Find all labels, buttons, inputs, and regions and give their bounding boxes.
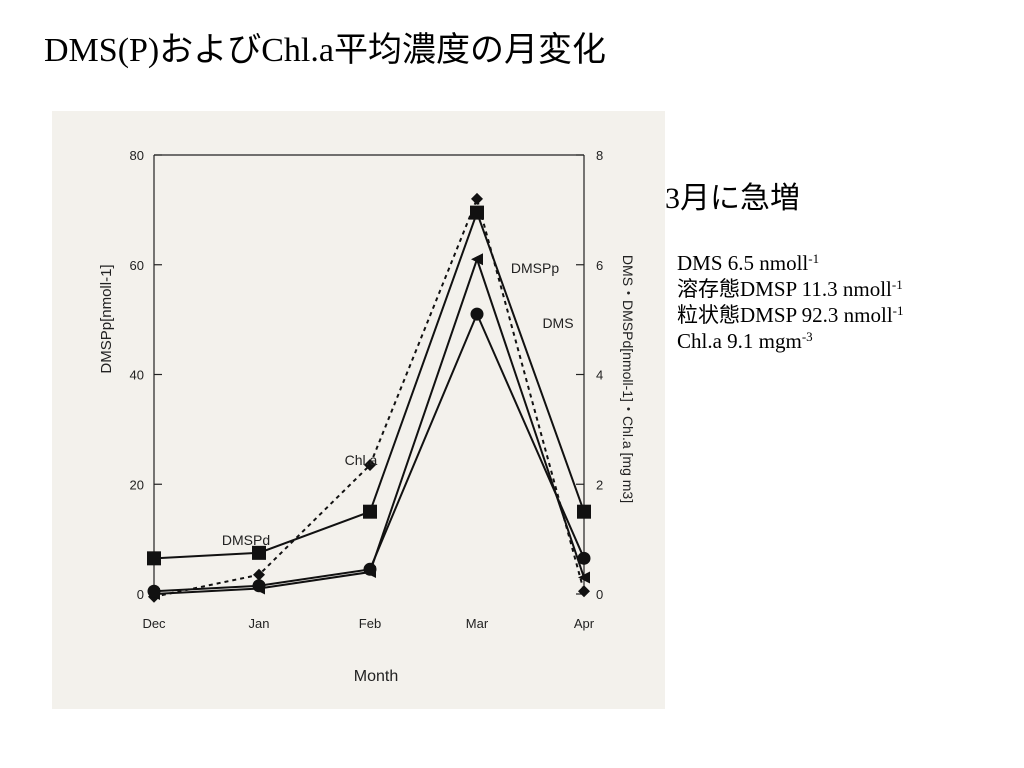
- stat-unit-exponent: -1: [891, 277, 903, 292]
- x-tick-label: Apr: [574, 616, 595, 631]
- right-tick-label: 4: [596, 368, 603, 383]
- point-dms: [147, 584, 161, 598]
- stat-unit-exponent: -1: [808, 251, 820, 266]
- x-tick-label: Mar: [466, 616, 489, 631]
- point-chl-a: [471, 192, 483, 205]
- stat-item-dms: DMS 6.5 nmoll-1: [677, 250, 904, 276]
- left-tick-label: 20: [130, 477, 144, 492]
- series-dmspp: [148, 253, 590, 600]
- point-dmspd: [147, 551, 161, 566]
- series-dmspd: [147, 205, 591, 566]
- stat-item-dissolved-dmsp: 溶存態DMSP 11.3 nmoll-1: [677, 276, 904, 302]
- left-axis-title: DMSPp[nmoll-1]: [98, 264, 115, 373]
- left-tick-label: 0: [137, 587, 144, 602]
- series-line-dmspp: [153, 256, 585, 595]
- x-tick-label: Dec: [142, 616, 166, 631]
- point-dmspp: [578, 571, 590, 584]
- left-tick-label: 60: [130, 258, 144, 273]
- stat-label: 溶存態DMSP 11.3 nmoll: [677, 277, 892, 301]
- stat-item-chla: Chl.a 9.1 mgm-3: [677, 328, 904, 354]
- right-tick-label: 8: [596, 148, 603, 163]
- right-tick-label: 2: [596, 477, 603, 492]
- series-line-chl-a: [153, 195, 585, 598]
- headline: 3月に急増: [665, 182, 800, 215]
- point-chl-a: [364, 459, 376, 472]
- chart: 0 20 40 60 80 0 2 4 6 8 Dec Jan Feb Mar Apr Month DMSPp[…: [98, 148, 636, 685]
- stats-list: DMS 6.5 nmoll-1 溶存態DMSP 11.3 nmoll-1 粒状態…: [677, 250, 904, 354]
- series-label-dms: DMS: [542, 315, 573, 331]
- series-label-chl-a: Chl.a: [345, 452, 378, 468]
- stat-label: Chl.a 9.1 mgm: [677, 329, 802, 353]
- point-dms: [363, 562, 377, 576]
- point-dmspp: [471, 253, 483, 266]
- right-tick-label: 0: [596, 587, 603, 602]
- stat-label: DMS 6.5 nmoll: [677, 251, 809, 275]
- point-chl-a: [253, 568, 265, 581]
- point-dms: [252, 579, 266, 593]
- chart-figure: 0 20 40 60 80 0 2 4 6 8 Dec Jan Feb Mar Apr Month DMSPp[…: [52, 111, 665, 709]
- stat-unit-exponent: -3: [801, 329, 813, 344]
- x-axis-title: Month: [354, 668, 398, 685]
- x-tick-label: Jan: [249, 616, 270, 631]
- left-tick-label: 80: [130, 148, 144, 163]
- stat-unit-exponent: -1: [892, 303, 904, 318]
- right-axis-title: DMS・DMSPd[nmoll-1]・Chl.a [mg m3]: [620, 255, 636, 503]
- point-dms: [577, 551, 591, 565]
- point-dmspd: [577, 504, 591, 519]
- series-label-dmspd: DMSPd: [222, 532, 270, 548]
- point-dmspd: [252, 545, 266, 560]
- point-dmspd: [470, 205, 484, 220]
- x-tick-label: Feb: [359, 616, 381, 631]
- left-tick-label: 40: [130, 368, 144, 383]
- right-tick-label: 6: [596, 258, 603, 273]
- series-label-dmspp: DMSPp: [511, 260, 559, 276]
- series-dms: [147, 307, 591, 598]
- point-dmspd: [363, 504, 377, 519]
- point-chl-a: [578, 585, 590, 598]
- stat-label: 粒状態DMSP 92.3 nmoll: [677, 303, 893, 327]
- point-dms: [470, 307, 484, 321]
- slide-title: DMS(P)およびChl.a平均濃度の月変化: [44, 32, 606, 69]
- stat-item-particulate-dmsp: 粒状態DMSP 92.3 nmoll-1: [677, 302, 904, 328]
